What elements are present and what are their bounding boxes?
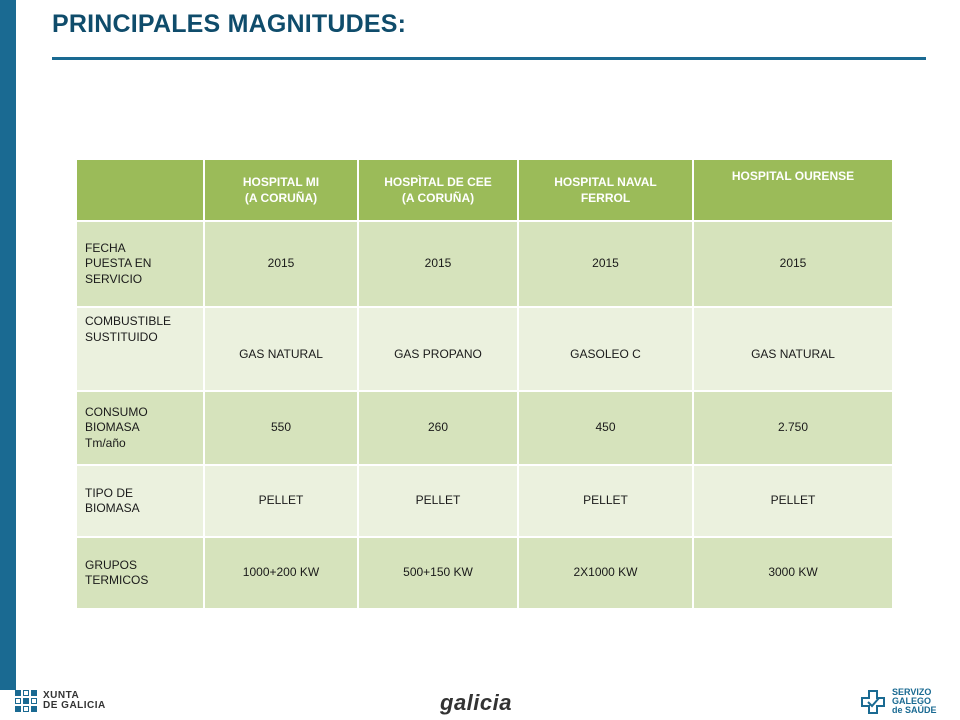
table-header-row: HOSPITAL MI (A CORUÑA) HOSPÌTAL DE CEE (…	[75, 158, 894, 222]
table-cell: 260	[357, 390, 519, 466]
title-divider	[52, 57, 926, 60]
header-hospital-cee: HOSPÌTAL DE CEE (A CORUÑA)	[357, 158, 519, 222]
table-cell: 2015	[357, 220, 519, 308]
header-hospital-ourense: HOSPITAL OURENSE	[692, 158, 894, 222]
page-title: PRINCIPALES MAGNITUDES:	[52, 10, 407, 38]
sergas-logo-text: SERVIZO GALEGO de SAÚDE	[892, 687, 937, 715]
table-cell: 2015	[692, 220, 894, 308]
table-cell: 2X1000 KW	[517, 536, 694, 610]
table-cell: 550	[203, 390, 359, 466]
table-cell: 3000 KW	[692, 536, 894, 610]
table-cell: 2015	[203, 220, 359, 308]
row-label-consumo: CONSUMO BIOMASA Tm/año	[75, 390, 205, 466]
table-cell: 2.750	[692, 390, 894, 466]
table-cell: GASOLEO C	[517, 306, 694, 392]
row-label-grupos: GRUPOS TERMICOS	[75, 536, 205, 610]
header-hospital-mi: HOSPITAL MI (A CORUÑA)	[203, 158, 359, 222]
table-cell: PELLET	[692, 464, 894, 538]
xunta-logo: XUNTA DE GALICIA	[15, 690, 106, 712]
table-row: COMBUSTIBLE SUSTITUIDO GAS NATURAL GAS P…	[75, 306, 894, 392]
table-cell: GAS PROPANO	[357, 306, 519, 392]
table-cell: 500+150 KW	[357, 536, 519, 610]
row-label-combustible: COMBUSTIBLE SUSTITUIDO	[75, 306, 205, 392]
xunta-emblem-icon	[15, 690, 37, 712]
left-accent-bar	[0, 0, 16, 690]
row-label-fecha: FECHA PUESTA EN SERVICIO	[75, 220, 205, 308]
table-row: TIPO DE BIOMASA PELLET PELLET PELLET PEL…	[75, 464, 894, 538]
row-label-tipo: TIPO DE BIOMASA	[75, 464, 205, 538]
table-cell: 1000+200 KW	[203, 536, 359, 610]
sergas-cross-icon	[861, 689, 885, 714]
table-row: CONSUMO BIOMASA Tm/año 550 260 450 2.750	[75, 390, 894, 466]
table-cell: 2015	[517, 220, 694, 308]
magnitudes-table: HOSPITAL MI (A CORUÑA) HOSPÌTAL DE CEE (…	[75, 158, 894, 610]
sergas-logo: SERVIZO GALEGO de SAÚDE	[860, 688, 937, 715]
header-corner-cell	[75, 158, 205, 222]
table-cell: 450	[517, 390, 694, 466]
table-cell: PELLET	[203, 464, 359, 538]
xunta-logo-text: XUNTA DE GALICIA	[43, 690, 106, 711]
table-row: FECHA PUESTA EN SERVICIO 2015 2015 2015 …	[75, 220, 894, 308]
table-cell: GAS NATURAL	[692, 306, 894, 392]
table-cell: PELLET	[357, 464, 519, 538]
galicia-logo: galicia	[440, 690, 512, 715]
table-cell: PELLET	[517, 464, 694, 538]
table-row: GRUPOS TERMICOS 1000+200 KW 500+150 KW 2…	[75, 536, 894, 610]
table-cell: GAS NATURAL	[203, 306, 359, 392]
header-hospital-naval: HOSPITAL NAVAL FERROL	[517, 158, 694, 222]
